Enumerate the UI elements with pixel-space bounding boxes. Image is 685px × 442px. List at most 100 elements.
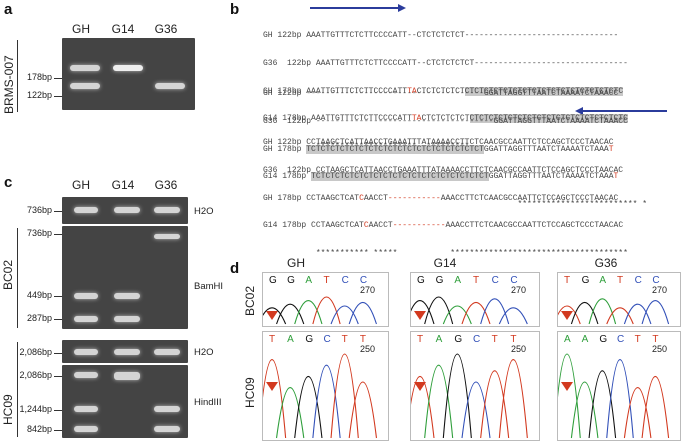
lane-label-g36: G36 [154,178,178,192]
trace-peak [348,302,377,325]
base-position: 270 [360,285,376,295]
bp-label: 736bp [26,228,52,238]
bp-tick [54,319,62,320]
trace-plot [411,353,528,439]
trace-peak [263,307,287,325]
base-call: T [417,334,424,345]
gel-image-hc09-hindiii [62,365,188,438]
trace-peak [480,370,510,439]
base-position: 270 [511,285,527,295]
base-call: G [435,275,444,286]
base-call: G [454,334,463,345]
bp-tick [54,410,62,411]
alignment-row: GH 178bp TCTCTCTCTCTCTCTCTCTCTCTCTCTCTCT… [263,144,614,154]
base-call: T [341,334,348,345]
alignment-block-2: GH 122bp -------------------------------… [263,71,647,227]
bp-label: 736bp [26,205,52,215]
trace-peak [330,353,359,439]
panel-label-d: d [230,260,240,277]
base-call: C [634,275,642,286]
gel-band [74,207,98,213]
trace-plot [263,353,378,439]
gel-band [154,349,180,355]
gel-band [74,372,98,378]
variant-marker-icon [561,311,573,320]
trace-peak [558,353,581,439]
conservation-stars: *********** ***** **********************… [315,248,628,258]
lane-label-g14: G14 [111,178,135,192]
column-label-g14: G14 [433,256,457,270]
trace-plot [263,296,377,325]
base-call: T [473,275,480,286]
base-call: T [634,334,641,345]
alignment-block-1: GH 122bp AAATTGTTTCTCTTCCCCATT--CTCTCTCT… [263,13,628,169]
alignment-row: G14 178bp AAATTGTTTCTCTTCCCCATTTACTCTCTC… [263,114,628,124]
trace-peak [294,300,323,325]
gel-band [114,293,140,299]
trace-peak [275,387,305,439]
panel-label-c: c [4,174,13,191]
base-call: A [599,275,606,286]
gel-band [74,349,98,355]
trace-peak [641,300,670,325]
gel-band [154,234,180,239]
gel-band [154,406,180,412]
alignment-row: G36 122bp ------------------------------… [263,117,628,127]
base-call: C [491,275,499,286]
trace-peak [294,375,323,439]
chromatogram-bc02-g36: T G A T C C 270 [557,272,681,327]
alignment-row: GH 178bp AAATTGTTTCTCTTCCCCATTTACTCTCTCT… [263,86,624,96]
lane-label-gh: GH [72,22,90,36]
bp-label-178: 178bp [26,72,52,82]
base-call: A [435,334,443,345]
bp-label: 449bp [26,290,52,300]
trace-peak [480,298,510,325]
base-call: G [417,275,425,286]
lane-label-g36: G36 [154,22,178,36]
alignment-row: GH 122bp CCTAAGCTCATTAACCTGAAATTTATAAAAC… [263,138,614,148]
alignment-row: G36 122bp AAATTGTTTCTCTTCCCCATT--CTCTCTC… [263,59,628,69]
trace-peak [461,381,491,439]
trace-peak [442,353,472,439]
trace-peak [312,364,341,439]
base-call: G [269,275,277,286]
sample-bracket [17,40,18,112]
panel-label-b: b [230,1,240,18]
trace-peak [570,381,599,439]
gel-image-hc09-h2o [62,340,188,363]
trace-peak [263,359,287,439]
variant-marker-icon [414,311,426,320]
base-call: C [341,275,349,286]
lane-label-g14: G14 [111,22,135,36]
locus-label-hc09: HC09 [1,394,15,425]
chromatogram-hc09-g36: A A G C T T 250 [557,331,681,441]
trace-peak [606,359,634,439]
treatment-label: H2O [194,206,214,217]
gel-band [114,207,140,213]
base-position: 250 [511,344,527,354]
chromatogram-hc09-gh: T A G C T T 250 [262,331,389,441]
base-call: G [287,275,295,286]
base-call: T [323,275,330,286]
base-call: G [581,275,590,286]
bp-tick [54,211,62,212]
base-call: G [305,334,314,345]
base-position: 270 [652,285,668,295]
trace-peak [411,300,435,325]
alignment-row: GH 178bp CCTAAGCTCATCAACCT-----------AAA… [263,193,619,203]
gel-band [114,372,140,380]
trace-plot [558,298,670,325]
bp-label: 842bp [26,424,52,434]
base-call: T [269,334,276,345]
gel-band [114,349,140,355]
base-call: C [652,275,660,286]
trace-plot [558,353,670,439]
bp-tick [54,430,62,431]
gel-band [74,316,98,322]
bp-label: 287bp [26,313,52,323]
gel-band [114,316,140,322]
bp-tick [54,234,62,235]
bp-label: 2,086bp [19,347,52,357]
variant-marker-icon [266,311,278,320]
